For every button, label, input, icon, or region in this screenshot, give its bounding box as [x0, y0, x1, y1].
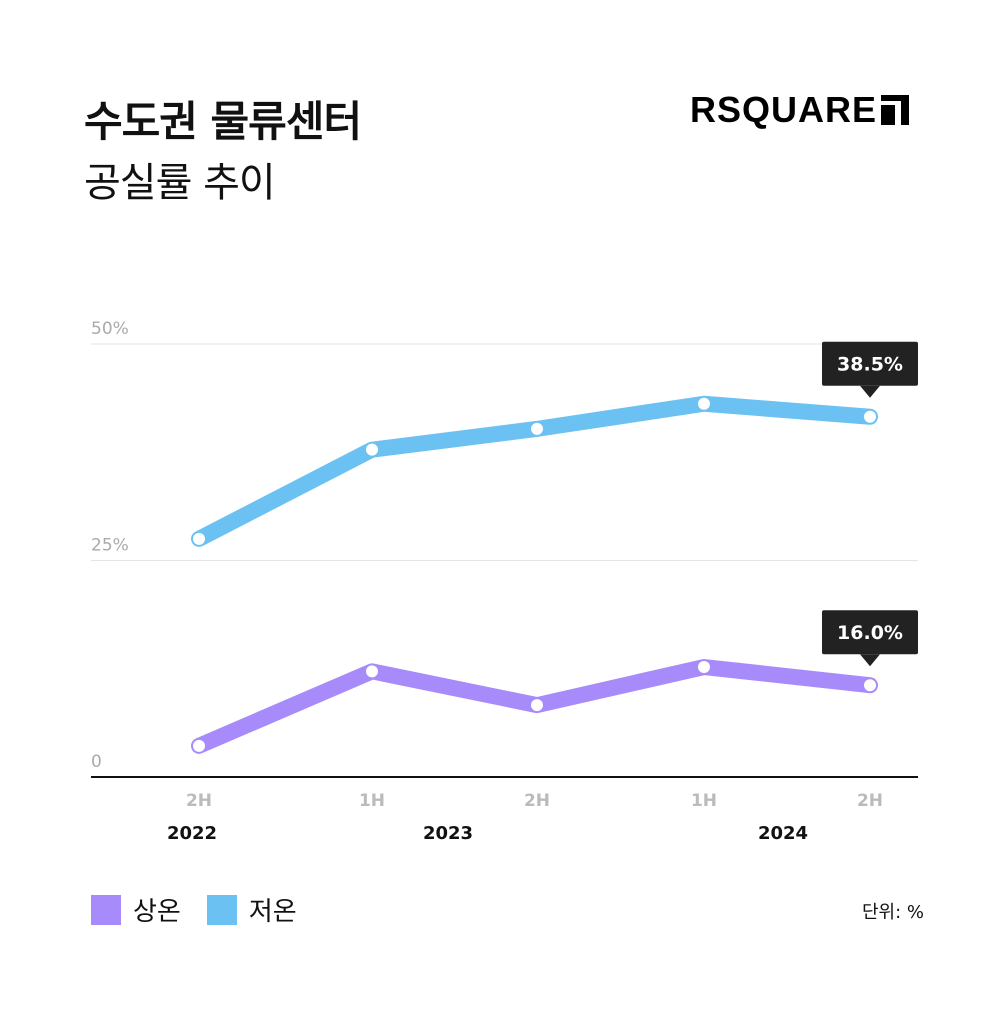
y-tick-label: 0 [91, 752, 102, 772]
end-value-label: 16.0% [837, 622, 903, 644]
legend-swatch-sangon [91, 894, 121, 925]
page-title: 수도권 물류센터 [84, 97, 362, 146]
data-point [193, 532, 205, 545]
data-point [366, 665, 378, 678]
x-tick-label: 2H [857, 791, 883, 811]
logo-mark-icon [881, 95, 910, 125]
data-point [864, 410, 876, 423]
data-point [531, 699, 543, 712]
legend-label-jeoon: 저온 [248, 897, 297, 927]
x-tick-label: 2H [524, 791, 550, 811]
data-point [698, 397, 710, 410]
y-tick-label: 50% [91, 319, 129, 339]
data-point [698, 661, 710, 674]
end-label-box [822, 610, 918, 655]
logo-text: RSQUARE [690, 89, 878, 130]
end-label-pointer [860, 385, 880, 398]
y-tick-label: 25% [91, 536, 129, 556]
end-label-pointer [860, 654, 880, 667]
legend-swatch-jeoon [206, 894, 237, 925]
data-point [864, 679, 876, 692]
year-label: 2023 [423, 823, 473, 844]
unit-label: 단위: % [861, 902, 924, 923]
year-label: 2022 [167, 823, 217, 844]
data-point [193, 739, 205, 752]
end-label-box [822, 341, 918, 386]
rsquare-logo: RSQUARE [690, 89, 910, 130]
legend: 상온 저온 [91, 891, 323, 928]
x-tick-label: 2H [186, 791, 212, 811]
data-point [366, 443, 378, 456]
legend-label-sangon: 상온 [133, 897, 181, 927]
page-subtitle: 공실률 추이 [84, 160, 276, 206]
end-value-label: 38.5% [837, 354, 903, 376]
year-label: 2024 [758, 823, 808, 844]
data-point [531, 422, 543, 435]
x-tick-label: 1H [691, 791, 717, 811]
x-tick-label: 1H [359, 791, 385, 811]
